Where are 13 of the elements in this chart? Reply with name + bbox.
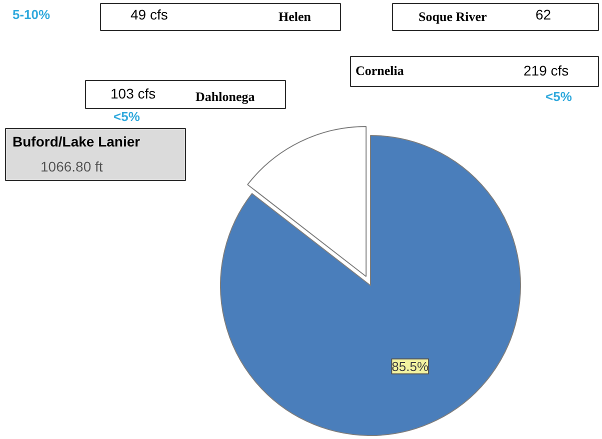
text: Buford/Lake Lanier [12, 134, 141, 150]
text: 49 cfs [130, 6, 168, 22]
text: <5% [546, 89, 572, 104]
text: 1066.80 ft [40, 158, 103, 174]
text: 103 cfs [110, 86, 156, 102]
text: 219 cfs [524, 62, 569, 78]
text: Cornelia [356, 63, 404, 78]
text: Soque River [418, 9, 487, 24]
text: 62 [536, 6, 552, 22]
text: 5-10% [12, 7, 51, 22]
text: Helen [278, 9, 312, 24]
text: <5% [114, 109, 140, 124]
text: Dahlonega [196, 89, 256, 104]
